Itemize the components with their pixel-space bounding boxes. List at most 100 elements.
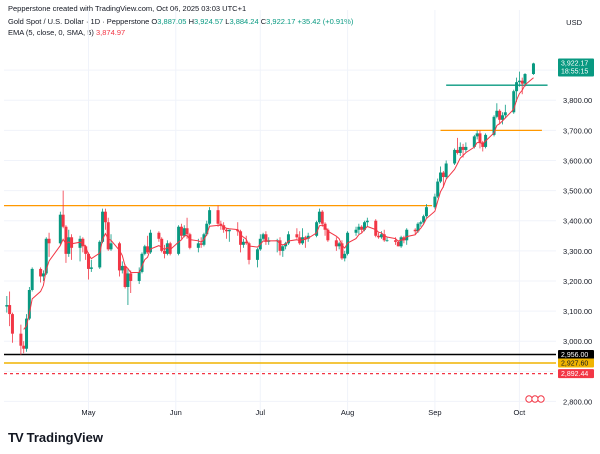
candle-up bbox=[405, 229, 409, 241]
candle-down bbox=[39, 268, 43, 277]
x-tick-label: May bbox=[81, 408, 95, 417]
candle-down bbox=[295, 234, 299, 238]
candle-up bbox=[41, 273, 45, 277]
candle-down bbox=[199, 243, 203, 245]
low-value: 3,884.24 bbox=[229, 17, 259, 26]
price-tag-label: 3,922.17 bbox=[561, 60, 588, 67]
candle-down bbox=[320, 211, 324, 224]
candle-up bbox=[109, 243, 113, 250]
currency-label[interactable]: USD bbox=[566, 18, 582, 27]
candle-up bbox=[27, 289, 31, 319]
candle-up bbox=[67, 237, 71, 254]
candle-down bbox=[8, 305, 12, 315]
price-tag-countdown: 18:55:15 bbox=[561, 68, 588, 75]
candle-up bbox=[512, 91, 516, 113]
candle-down bbox=[188, 234, 192, 248]
candle-up bbox=[241, 241, 245, 245]
candle-up bbox=[208, 210, 212, 224]
candle-down bbox=[298, 237, 302, 244]
candle-up bbox=[458, 146, 462, 153]
candle-up bbox=[531, 63, 535, 75]
candle-down bbox=[340, 243, 344, 259]
candle-up bbox=[120, 265, 124, 271]
candle-down bbox=[334, 240, 338, 247]
candle-up bbox=[255, 249, 259, 260]
symbol-label[interactable]: Gold Spot / U.S. Dollar · 1D · Peppersto… bbox=[8, 17, 150, 26]
candle-down bbox=[179, 226, 183, 236]
ema-legend[interactable]: EMA (5, close, 0, SMA, 5) 3,874.97 bbox=[8, 28, 125, 37]
candle-up bbox=[472, 136, 476, 147]
candle-up bbox=[492, 116, 496, 135]
candle-up bbox=[433, 196, 437, 208]
candle-down bbox=[160, 238, 164, 251]
candle-up bbox=[385, 240, 389, 242]
candle-up bbox=[419, 222, 423, 224]
candle-down bbox=[216, 210, 220, 224]
candle-up bbox=[337, 243, 341, 247]
candle-up bbox=[399, 237, 403, 247]
candle-down bbox=[219, 223, 223, 226]
tradingview-name: TradingView bbox=[26, 430, 103, 445]
candle-up bbox=[416, 223, 420, 232]
y-tick-label: 3,500.00 bbox=[563, 187, 592, 196]
price-tag bbox=[558, 358, 594, 368]
candle-up bbox=[44, 238, 48, 274]
candle-down bbox=[10, 314, 14, 334]
ohlc-legend: Gold Spot / U.S. Dollar · 1D · Peppersto… bbox=[8, 17, 353, 26]
candle-up bbox=[475, 133, 479, 137]
candle-up bbox=[182, 228, 186, 236]
drawn-lines bbox=[4, 84, 556, 375]
candle-up bbox=[444, 163, 448, 178]
candle-up bbox=[137, 271, 141, 281]
candle-down bbox=[326, 229, 330, 241]
candle-down bbox=[441, 172, 445, 178]
candle-down bbox=[264, 234, 268, 242]
candle-up bbox=[148, 232, 152, 253]
candle-down bbox=[185, 228, 189, 235]
candle-down bbox=[103, 211, 107, 223]
candle-up bbox=[357, 226, 361, 230]
ema-label: EMA (5, close, 0, SMA, 5) bbox=[8, 28, 94, 37]
high-value: 3,924.57 bbox=[193, 17, 224, 26]
candle-down bbox=[168, 243, 172, 254]
candle-down bbox=[478, 133, 482, 143]
x-tick-label: Oct bbox=[514, 408, 527, 417]
candle-down bbox=[70, 237, 74, 248]
candle-down bbox=[303, 237, 307, 239]
x-tick-label: Jul bbox=[255, 408, 265, 417]
close-label: C bbox=[260, 17, 267, 26]
candle-up bbox=[495, 110, 499, 117]
tradingview-brand[interactable]: TV TradingView bbox=[8, 430, 103, 445]
candle-down bbox=[61, 214, 65, 227]
candle-up bbox=[422, 216, 426, 223]
x-tick-label: Aug bbox=[341, 408, 354, 417]
change-value: +35.42 (+0.91%) bbox=[297, 17, 354, 26]
candle-down bbox=[157, 232, 161, 239]
candle-up bbox=[343, 253, 347, 259]
settings-widget bbox=[525, 395, 545, 403]
candle-down bbox=[19, 333, 23, 346]
candle-up bbox=[140, 253, 144, 272]
widget-icon bbox=[531, 395, 539, 403]
chart-grid bbox=[4, 10, 556, 418]
candle-down bbox=[64, 226, 68, 254]
ema-line bbox=[23, 77, 534, 330]
candle-down bbox=[278, 240, 282, 251]
price-tag-label: 2,892.44 bbox=[561, 371, 588, 378]
candle-down bbox=[461, 146, 465, 150]
candle-down bbox=[47, 238, 51, 244]
time-axis: May Jun Jul Aug Sep Oct bbox=[81, 408, 526, 417]
candle-up bbox=[436, 181, 440, 197]
candle-up bbox=[515, 82, 519, 92]
candle-up bbox=[354, 229, 358, 233]
x-tick-label: Jun bbox=[170, 408, 182, 417]
candle-up bbox=[227, 229, 231, 232]
candle-up bbox=[379, 234, 383, 238]
price-tag-label: 2,956.00 bbox=[561, 352, 588, 359]
candle-up bbox=[317, 211, 321, 223]
y-tick-label: 3,000.00 bbox=[563, 337, 592, 346]
candle-up bbox=[306, 235, 310, 239]
candle-down bbox=[520, 80, 524, 84]
